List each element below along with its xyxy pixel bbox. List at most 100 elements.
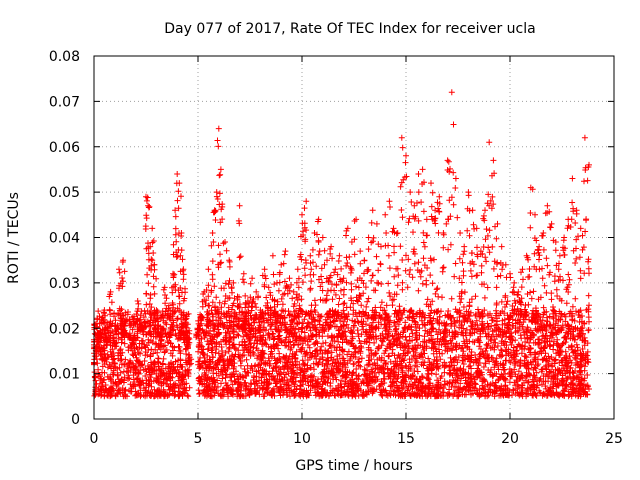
data-point xyxy=(216,190,223,197)
band-point xyxy=(503,342,510,349)
data-point xyxy=(315,251,322,258)
band-point xyxy=(538,368,545,375)
band-point xyxy=(320,356,326,363)
band-point xyxy=(342,391,349,398)
band-point xyxy=(151,368,158,374)
band-point xyxy=(277,392,284,399)
band-point xyxy=(480,386,487,393)
data-point xyxy=(217,166,224,173)
band-point xyxy=(338,311,345,318)
band-point xyxy=(542,338,549,345)
band-point xyxy=(288,389,295,396)
band-point xyxy=(530,391,536,398)
data-point xyxy=(135,300,142,307)
band-point xyxy=(224,356,231,363)
band-point xyxy=(221,323,228,330)
band-point xyxy=(419,351,425,358)
band-point xyxy=(145,382,152,389)
band-point xyxy=(235,379,242,386)
data-point xyxy=(101,316,107,323)
band-point xyxy=(561,392,568,399)
band-point xyxy=(391,310,398,317)
band-point xyxy=(545,362,552,368)
band-point xyxy=(278,322,285,329)
band-point xyxy=(323,357,330,364)
band-point xyxy=(437,375,444,382)
band-point xyxy=(329,390,336,396)
data-point xyxy=(308,266,315,273)
band-point xyxy=(283,334,290,341)
band-point xyxy=(349,340,356,347)
band-point xyxy=(241,366,248,372)
band-point xyxy=(378,357,385,364)
band-point xyxy=(98,383,105,390)
band-point xyxy=(546,321,553,328)
band-point xyxy=(358,331,365,338)
band-point xyxy=(219,375,226,382)
data-point xyxy=(319,234,326,241)
band-point xyxy=(322,339,329,346)
band-point xyxy=(534,382,541,389)
band-point xyxy=(345,325,352,331)
band-point xyxy=(201,354,208,361)
band-point xyxy=(311,366,317,373)
band-point xyxy=(379,392,386,399)
band-point xyxy=(392,358,399,365)
data-point xyxy=(294,266,301,273)
band-point xyxy=(460,366,467,373)
band-point xyxy=(231,360,238,367)
band-point xyxy=(358,313,365,320)
data-point xyxy=(307,285,314,292)
band-point xyxy=(196,390,203,397)
band-point xyxy=(387,317,394,324)
band-point xyxy=(377,389,384,396)
band-point xyxy=(340,372,347,379)
band-point xyxy=(312,339,319,346)
band-point xyxy=(287,359,294,366)
band-point xyxy=(300,360,307,367)
data-point xyxy=(99,357,106,363)
band-point xyxy=(460,361,467,367)
band-point xyxy=(518,335,525,342)
data-point xyxy=(107,332,114,339)
band-point xyxy=(221,387,228,393)
band-point xyxy=(539,317,546,324)
band-point xyxy=(294,370,301,377)
band-point xyxy=(457,380,464,387)
data-point xyxy=(313,263,320,270)
band-point xyxy=(546,341,553,348)
data-point xyxy=(100,345,107,352)
band-point xyxy=(341,361,348,368)
band-point xyxy=(313,338,320,345)
band-point xyxy=(365,380,372,387)
band-point xyxy=(215,390,222,397)
band-point xyxy=(485,354,492,361)
band-point xyxy=(463,383,470,390)
data-point xyxy=(108,299,115,306)
band-point xyxy=(120,379,127,386)
band-point xyxy=(196,358,203,365)
band-point xyxy=(258,352,265,359)
band-point xyxy=(564,376,571,382)
band-point xyxy=(400,384,407,391)
band-point xyxy=(276,365,283,371)
band-point xyxy=(227,386,234,392)
band-point xyxy=(452,344,459,351)
band-point xyxy=(380,364,387,371)
band-point xyxy=(249,349,256,356)
band-point xyxy=(299,325,306,332)
band-point xyxy=(110,350,117,357)
band-point xyxy=(406,356,413,363)
band-point xyxy=(260,370,267,377)
band-point xyxy=(487,310,493,317)
band-point xyxy=(362,367,369,374)
band-point xyxy=(351,391,358,398)
band-point xyxy=(331,333,338,340)
band-point xyxy=(237,362,244,369)
band-point xyxy=(263,371,270,378)
band-point xyxy=(137,367,144,374)
band-point xyxy=(468,349,475,355)
band-point xyxy=(299,376,306,383)
band-point xyxy=(420,311,427,318)
band-point xyxy=(365,344,372,351)
